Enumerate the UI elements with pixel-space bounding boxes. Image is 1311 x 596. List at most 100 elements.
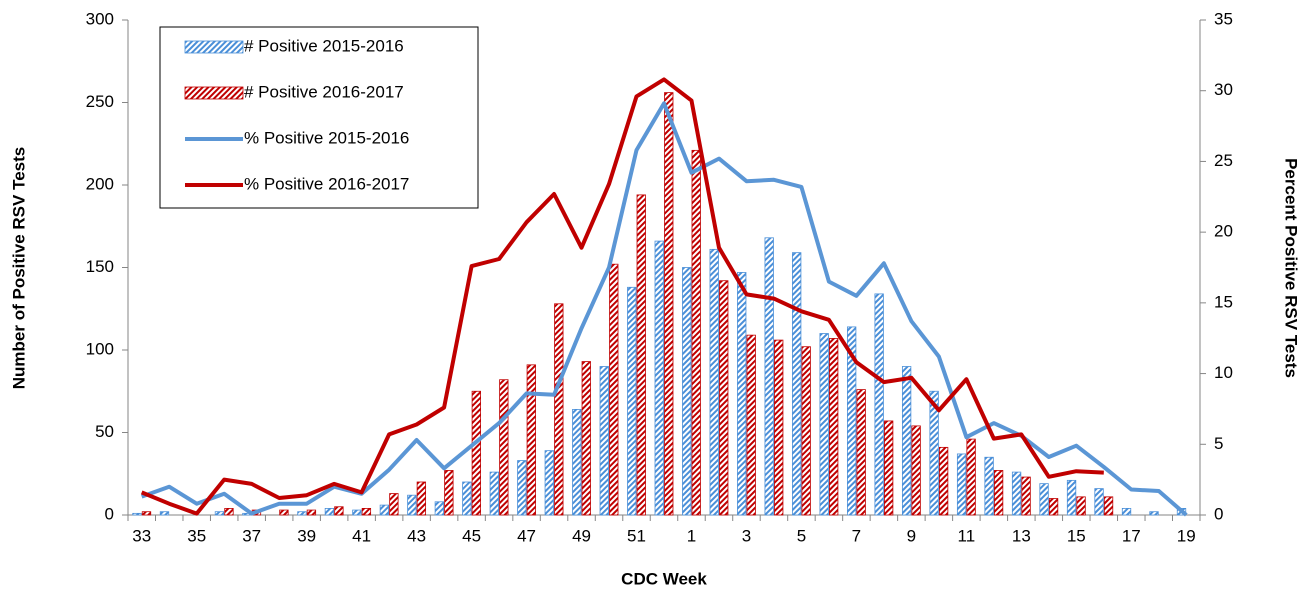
bar bbox=[599, 366, 609, 516]
bar bbox=[819, 333, 829, 516]
legend-label: # Positive 2015-2016 bbox=[244, 36, 404, 55]
bar bbox=[1039, 483, 1049, 516]
legend-swatch bbox=[184, 40, 244, 54]
bar bbox=[1011, 471, 1022, 516]
bar bbox=[929, 390, 939, 516]
bar bbox=[938, 446, 949, 516]
bar bbox=[544, 450, 554, 516]
bar bbox=[1094, 488, 1104, 516]
bar bbox=[499, 379, 509, 516]
bar bbox=[224, 507, 234, 516]
bar bbox=[993, 470, 1004, 516]
bar bbox=[764, 237, 774, 516]
line bbox=[140, 77, 1104, 516]
legend-box bbox=[159, 26, 479, 209]
bar bbox=[361, 507, 372, 516]
y-axis-title: Number of Positive RSV Tests bbox=[9, 147, 28, 389]
y2-tick-label: 15 bbox=[1214, 292, 1233, 311]
legend-label: # Positive 2016-2017 bbox=[244, 82, 404, 101]
x-tick-label: 37 bbox=[242, 526, 261, 545]
y-tick-label: 50 bbox=[95, 422, 114, 441]
bar bbox=[691, 149, 701, 516]
bar bbox=[141, 511, 152, 516]
bar bbox=[471, 390, 481, 516]
y2-axis-title: Percent Positive RSV Tests bbox=[1282, 158, 1301, 378]
x-tick-label: 5 bbox=[797, 526, 806, 545]
x-axis-title: CDC Week bbox=[621, 569, 707, 588]
y-tick-label: 300 bbox=[86, 9, 114, 28]
y-tick-label: 200 bbox=[86, 174, 114, 193]
bar bbox=[434, 501, 445, 516]
x-tick-label: 11 bbox=[958, 526, 976, 545]
bar bbox=[984, 456, 994, 516]
bar bbox=[654, 240, 664, 516]
bar bbox=[416, 481, 427, 516]
bar bbox=[1066, 479, 1077, 516]
bar bbox=[517, 460, 527, 516]
bar bbox=[792, 252, 802, 516]
bar bbox=[956, 453, 967, 516]
x-tick-label: 13 bbox=[1012, 526, 1031, 545]
bar bbox=[159, 511, 170, 516]
y2-tick-label: 35 bbox=[1214, 9, 1233, 28]
bar bbox=[1149, 511, 1159, 516]
bar bbox=[719, 280, 729, 516]
bar bbox=[664, 92, 674, 516]
x-tick-label: 17 bbox=[1122, 526, 1141, 545]
bar bbox=[581, 361, 591, 516]
bar bbox=[627, 286, 637, 516]
x-tick-label: 1 bbox=[687, 526, 696, 545]
x-tick-label: 19 bbox=[1177, 526, 1196, 545]
x-tick-label: 9 bbox=[907, 526, 916, 545]
bar bbox=[407, 494, 417, 516]
x-tick-label: 15 bbox=[1067, 526, 1086, 545]
bar bbox=[324, 507, 335, 516]
y2-tick-label: 25 bbox=[1214, 151, 1233, 170]
x-tick-label: 51 bbox=[627, 526, 646, 545]
bar bbox=[1048, 498, 1059, 516]
bar bbox=[682, 267, 692, 516]
bar bbox=[901, 366, 912, 516]
y2-tick-label: 5 bbox=[1214, 434, 1223, 453]
x-tick-label: 3 bbox=[742, 526, 751, 545]
bar bbox=[1076, 496, 1086, 516]
bar bbox=[1121, 507, 1132, 516]
y2-tick-label: 30 bbox=[1214, 80, 1233, 99]
legend-label: % Positive 2016-2017 bbox=[244, 174, 409, 193]
bar bbox=[829, 338, 839, 516]
legend-label: % Positive 2015-2016 bbox=[244, 128, 409, 147]
y2-tick-label: 0 bbox=[1214, 504, 1223, 523]
x-tick-label: 7 bbox=[852, 526, 861, 545]
bar bbox=[746, 334, 756, 516]
bar bbox=[554, 303, 564, 516]
legend-swatch bbox=[184, 86, 244, 100]
bar bbox=[389, 493, 399, 516]
x-tick-label: 41 bbox=[352, 526, 371, 545]
bar bbox=[306, 509, 317, 516]
y-tick-label: 100 bbox=[86, 339, 114, 358]
x-tick-label: 45 bbox=[462, 526, 481, 545]
bar bbox=[874, 293, 884, 516]
bar bbox=[279, 509, 289, 516]
y2-tick-label: 20 bbox=[1214, 222, 1233, 241]
x-tick-label: 47 bbox=[517, 526, 536, 545]
x-tick-label: 33 bbox=[132, 526, 151, 545]
bar bbox=[847, 326, 857, 516]
bar bbox=[526, 364, 536, 516]
x-tick-label: 43 bbox=[407, 526, 426, 545]
bar bbox=[132, 512, 142, 516]
bar bbox=[609, 263, 619, 516]
bar bbox=[856, 389, 866, 516]
bar bbox=[334, 506, 344, 516]
bar bbox=[214, 511, 225, 516]
x-tick-label: 49 bbox=[572, 526, 591, 545]
y-tick-label: 0 bbox=[105, 504, 114, 523]
bar bbox=[462, 481, 472, 516]
bar bbox=[966, 438, 976, 516]
bar bbox=[352, 509, 362, 516]
bar bbox=[911, 425, 921, 516]
bar bbox=[297, 511, 307, 516]
y2-tick-label: 10 bbox=[1214, 363, 1233, 382]
